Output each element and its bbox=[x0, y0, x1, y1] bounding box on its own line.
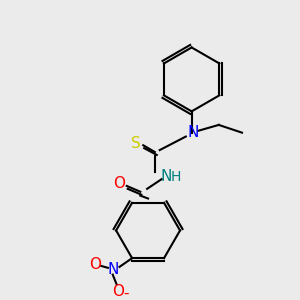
Text: N: N bbox=[107, 262, 118, 277]
Text: N: N bbox=[188, 125, 199, 140]
Text: N: N bbox=[161, 169, 172, 184]
Text: H: H bbox=[171, 170, 181, 184]
Text: O: O bbox=[89, 257, 101, 272]
Text: O: O bbox=[112, 284, 124, 298]
Text: S: S bbox=[130, 136, 140, 151]
Text: -: - bbox=[124, 286, 129, 300]
Text: O: O bbox=[113, 176, 125, 191]
